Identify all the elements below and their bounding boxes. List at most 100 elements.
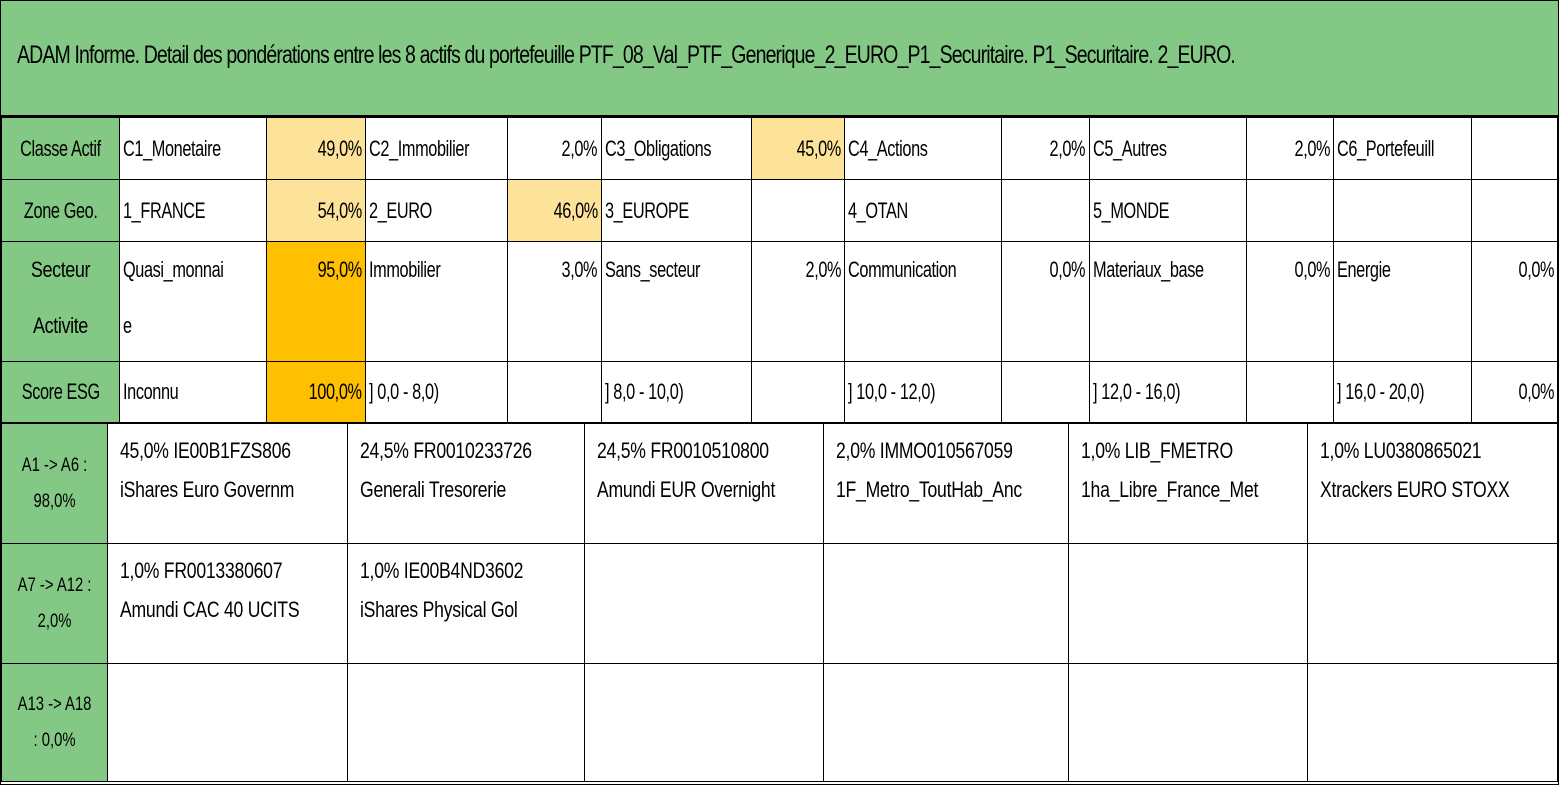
cell-name: 3_EUROPE — [600, 179, 752, 242]
row-label-zone: Zone Geo. — [1, 179, 120, 242]
cell-value — [750, 179, 846, 242]
cell-value: 46,0% — [507, 179, 602, 242]
asset-cell: 24,5% FR0010233726 Generali Tresorerie — [346, 423, 585, 544]
asset-cell: 45,0% IE00B1FZS806 iShares Euro Governm — [107, 423, 348, 544]
cell-name: Immobilier — [364, 241, 509, 362]
cell-name: 2_EURO — [364, 179, 509, 242]
asset-weight-code: 1,0% FR0013380607 — [120, 558, 283, 583]
asset-cell: 1,0% LIB_FMETRO 1ha_Libre_France_Met — [1068, 423, 1309, 544]
asset-weight-code: 1,0% LIB_FMETRO — [1081, 438, 1234, 463]
cell-name: C1_Monetaire — [118, 117, 267, 180]
cell-value: 2,0% — [750, 241, 846, 362]
assets-row-label: A1 -> A6 : 98,0% — [1, 423, 109, 544]
asset-title: Amundi EUR Overnight — [596, 477, 775, 502]
asset-cell — [583, 543, 824, 664]
asset-cell: 2,0% IMMO010567059 1F_Metro_ToutHab_Anc — [822, 423, 1070, 544]
row-classe-actif: Classe Actif C1_Monetaire 49,0% C2_Immob… — [1, 117, 1558, 180]
asset-cell — [822, 543, 1070, 664]
asset-title: Amundi CAC 40 UCITS — [120, 597, 300, 622]
asset-weight-code: 45,0% IE00B1FZS806 — [120, 438, 291, 463]
report-title-bar: ADAM Informe. Detail des pondérations en… — [1, 1, 1558, 117]
breakdown-table: Classe Actif C1_Monetaire 49,0% C2_Immob… — [1, 117, 1558, 423]
asset-weight-code: 1,0% LU0380865021 — [1320, 438, 1482, 463]
cell-value — [750, 361, 846, 423]
cell-name: Materiaux_base — [1088, 241, 1247, 362]
assets-row-2: A7 -> A12 : 2,0% 1,0% FR0013380607 Amundi… — [1, 543, 1558, 664]
cell-name: C2_Immobilier — [364, 117, 509, 180]
cell-name: Energie — [1332, 241, 1473, 362]
asset-cell — [346, 663, 585, 782]
asset-title: Generali Tresorerie — [359, 477, 506, 502]
assets-row-label: A13 -> A18 : 0,0% — [1, 663, 109, 782]
cell-name: Inconnu — [118, 361, 267, 423]
asset-title: Xtrackers EURO STOXX — [1320, 477, 1510, 502]
asset-title: iShares Euro Governm — [120, 477, 295, 502]
cell-value — [1001, 179, 1090, 242]
cell-name: C5_Autres — [1088, 117, 1247, 180]
asset-cell — [1068, 663, 1309, 782]
asset-weight-code: 1,0% IE00B4ND3602 — [359, 558, 523, 583]
cell-name: Communication — [844, 241, 1003, 362]
cell-value: 0,0% — [1245, 241, 1334, 362]
asset-title: 1ha_Libre_France_Met — [1081, 477, 1259, 502]
cell-value — [507, 361, 602, 423]
cell-name: C6_Portefeuill — [1332, 117, 1473, 180]
cell-name — [1332, 179, 1473, 242]
cell-value — [1471, 179, 1558, 242]
asset-weight-code: 24,5% FR0010510800 — [596, 438, 769, 463]
row-secteur-activite: Secteur Activite Quasi_monnaie 95,0% Imm… — [1, 241, 1558, 362]
asset-cell: 1,0% IE00B4ND3602 iShares Physical Gol — [346, 543, 585, 664]
asset-cell — [583, 663, 824, 782]
asset-title: 1F_Metro_ToutHab_Anc — [835, 477, 1022, 502]
row-score-esg: Score ESG Inconnu 100,0% ] 0,0 - 8,0) ] … — [1, 361, 1558, 423]
cell-value: 95,0% — [265, 241, 366, 362]
cell-value: 0,0% — [1001, 241, 1090, 362]
cell-name: ] 0,0 - 8,0) — [364, 361, 509, 423]
cell-value: 2,0% — [507, 117, 602, 180]
cell-name: Sans_secteur — [600, 241, 752, 362]
asset-cell: 1,0% LU0380865021 Xtrackers EURO STOXX — [1307, 423, 1558, 544]
cell-value — [1001, 361, 1090, 423]
asset-cell: 1,0% FR0013380607 Amundi CAC 40 UCITS — [107, 543, 348, 664]
cell-name: ] 12,0 - 16,0) — [1088, 361, 1247, 423]
cell-value — [1245, 361, 1334, 423]
cell-value: 0,0% — [1471, 241, 1558, 362]
row-zone-geo: Zone Geo. 1_FRANCE 54,0% 2_EURO 46,0% 3_… — [1, 179, 1558, 242]
cell-value: 3,0% — [507, 241, 602, 362]
cell-value: 2,0% — [1245, 117, 1334, 180]
asset-cell — [1307, 663, 1558, 782]
asset-cell — [107, 663, 348, 782]
row-label-classe: Classe Actif — [1, 117, 120, 180]
cell-value: 49,0% — [265, 117, 366, 180]
cell-value: 54,0% — [265, 179, 366, 242]
assets-row-3: A13 -> A18 : 0,0% — [1, 663, 1558, 782]
assets-row-label: A7 -> A12 : 2,0% — [1, 543, 109, 664]
cell-name: Quasi_monnaie — [118, 241, 267, 362]
cell-value: 45,0% — [750, 117, 846, 180]
cell-value: 2,0% — [1001, 117, 1090, 180]
asset-weight-code: 2,0% IMMO010567059 — [835, 438, 1013, 463]
cell-name: C3_Obligations — [600, 117, 752, 180]
cell-name: ] 16,0 - 20,0) — [1332, 361, 1473, 423]
cell-name: 4_OTAN — [844, 179, 1003, 242]
cell-value — [1471, 117, 1558, 180]
cell-name: 5_MONDE — [1088, 179, 1247, 242]
cell-name: ] 8,0 - 10,0) — [600, 361, 752, 423]
assets-row-1: A1 -> A6 : 98,0% 45,0% IE00B1FZS806 iShar… — [1, 423, 1558, 544]
asset-title: iShares Physical Gol — [359, 597, 518, 622]
row-label-esg: Score ESG — [1, 361, 120, 423]
asset-cell — [822, 663, 1070, 782]
asset-cell: 24,5% FR0010510800 Amundi EUR Overnight — [583, 423, 824, 544]
cell-value: 0,0% — [1471, 361, 1558, 423]
asset-cell — [1068, 543, 1309, 664]
assets-table: A1 -> A6 : 98,0% 45,0% IE00B1FZS806 iShar… — [1, 423, 1558, 782]
asset-weight-code: 24,5% FR0010233726 — [359, 438, 532, 463]
row-label-secteur: Secteur Activite — [1, 241, 120, 362]
cell-value: 100,0% — [265, 361, 366, 423]
asset-cell — [1307, 543, 1558, 664]
cell-name: C4_Actions — [844, 117, 1003, 180]
cell-name: 1_FRANCE — [118, 179, 267, 242]
report-title: ADAM Informe. Detail des pondérations en… — [17, 41, 1236, 69]
cell-name: ] 10,0 - 12,0) — [844, 361, 1003, 423]
